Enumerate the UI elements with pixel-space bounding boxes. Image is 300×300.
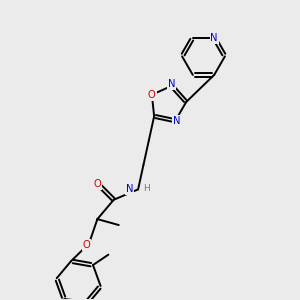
Text: O: O bbox=[93, 179, 101, 189]
Text: N: N bbox=[173, 116, 181, 126]
Text: O: O bbox=[83, 240, 91, 250]
Text: N: N bbox=[168, 80, 176, 89]
Text: H: H bbox=[143, 184, 150, 193]
Text: O: O bbox=[148, 90, 156, 100]
Text: N: N bbox=[126, 184, 134, 194]
Text: N: N bbox=[210, 33, 218, 43]
